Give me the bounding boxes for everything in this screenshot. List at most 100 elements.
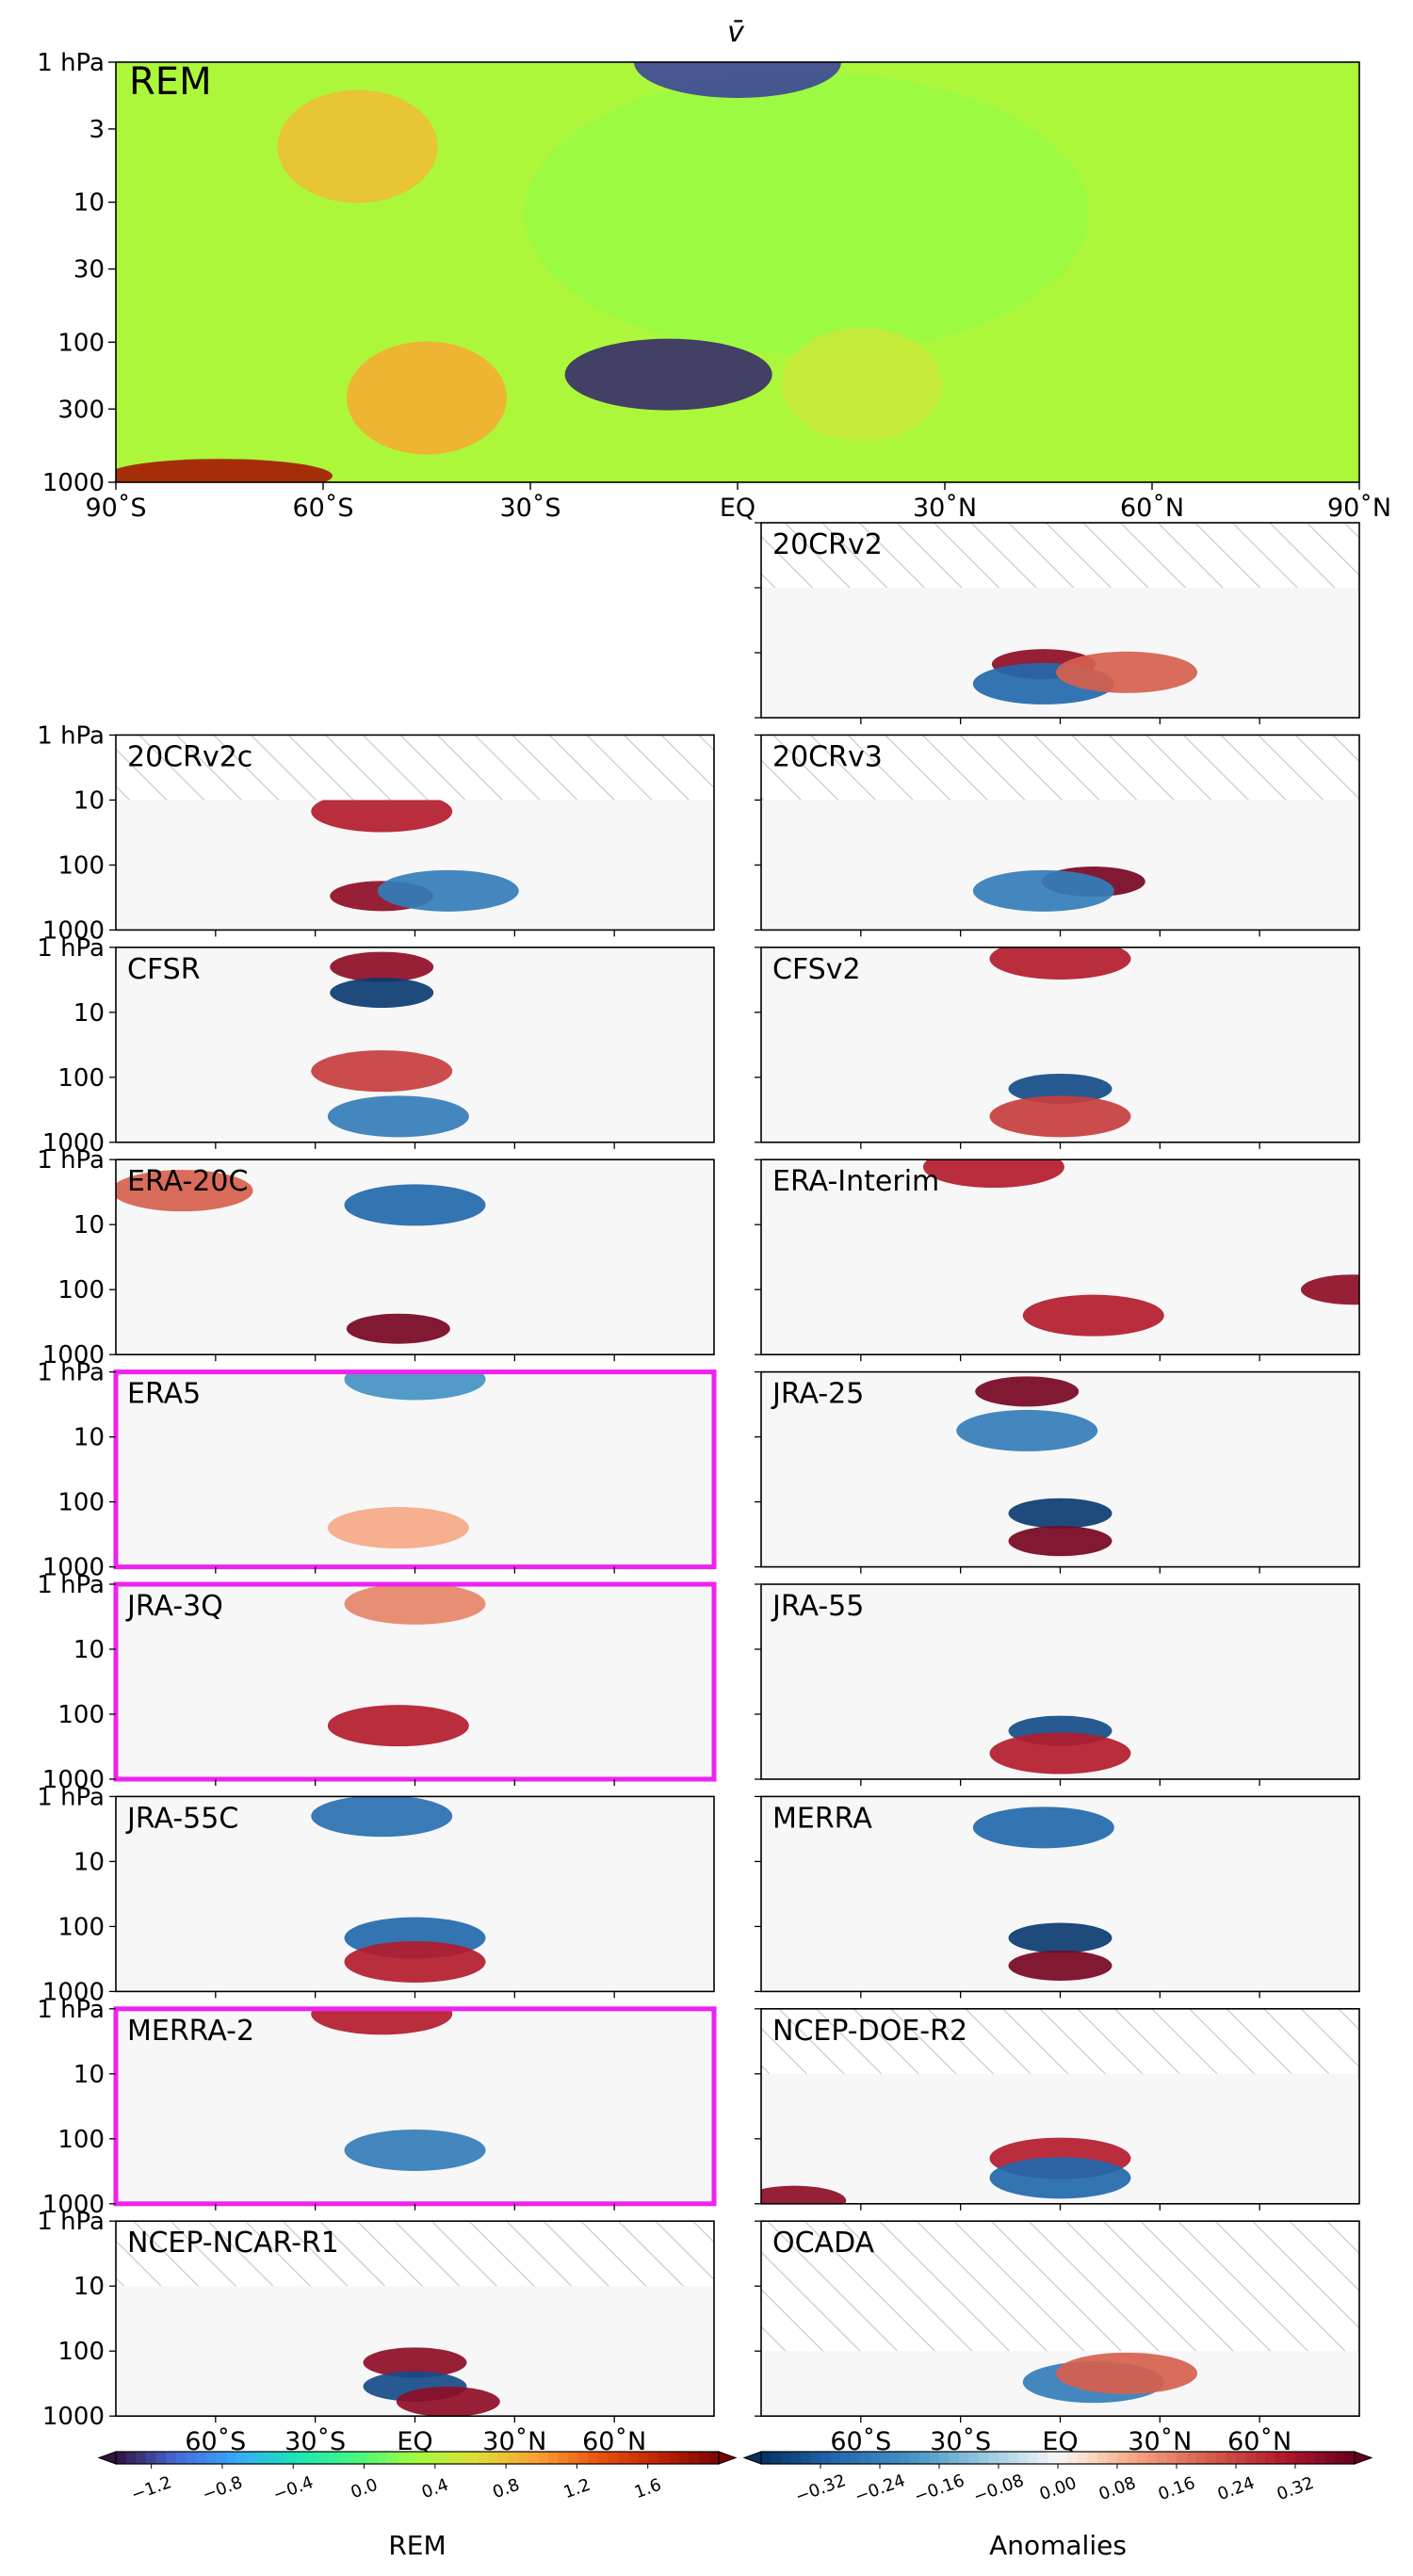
- colorbar-swatch: [1335, 2452, 1346, 2464]
- figure-title: v̄: [727, 16, 745, 49]
- panel-feature-2: [1300, 1274, 1359, 1305]
- rem-xtick-label: EQ: [720, 494, 755, 523]
- panel-missing-hatch: [761, 2008, 1359, 2074]
- colorbar-swatch: [1087, 2452, 1098, 2464]
- colorbar-swatch: [276, 2452, 287, 2464]
- rem-feature-4: [116, 459, 333, 482]
- panel-missing-hatch: [116, 2221, 714, 2287]
- panel-merra-2: MERRA-2 1 hPa 10 100 1000: [37, 1996, 717, 2219]
- colorbar-tick-label: 1.6: [632, 2475, 664, 2503]
- colorbar-swatch: [598, 2452, 609, 2464]
- panel-ytick-label: 10: [73, 786, 105, 815]
- colorbar-swatch: [538, 2452, 549, 2464]
- colorbar-swatch: [1206, 2452, 1217, 2464]
- colorbar-swatch: [1256, 2452, 1267, 2464]
- colorbar-swatch: [771, 2452, 782, 2464]
- colorbar-swatch: [781, 2452, 792, 2464]
- colorbar-swatch: [226, 2452, 237, 2464]
- panel-field: [116, 1371, 714, 1567]
- panel-ytick-label: 10: [73, 999, 105, 1028]
- panel-feature-1: [346, 1313, 450, 1344]
- rem-ytick-label: 100: [57, 329, 105, 357]
- colorbar-swatch: [256, 2452, 268, 2464]
- panel-field: [761, 1796, 1359, 1992]
- panel-field: [761, 2221, 1359, 2417]
- colorbar-swatch: [286, 2452, 298, 2464]
- panel-cfsr: CFSR 1 hPa 10 100 1000: [37, 934, 715, 1158]
- panel-field: [761, 523, 1359, 718]
- colorbar-swatch: [487, 2452, 498, 2464]
- colorbar-swatch: [206, 2452, 218, 2464]
- colorbars: −1.2 −0.8 −0.4 0.0 0.4 0.8 1.2 1.6 REM −0.32 −0.24…: [97, 2451, 1373, 2561]
- colorbar-tick-label: −0.32: [793, 2471, 849, 2507]
- panel-field: [116, 1584, 714, 1779]
- colorbar-swatch: [186, 2452, 197, 2464]
- colorbar-swatch: [608, 2452, 619, 2464]
- colorbar-swatch: [336, 2452, 348, 2464]
- panel-feature-2: [116, 1170, 253, 1212]
- rem-ytick-label: 10: [73, 189, 105, 218]
- panel-ytick-label: 10: [73, 1848, 105, 1876]
- colorbar-swatch: [801, 2452, 812, 2464]
- colorbar-swatch: [850, 2452, 861, 2464]
- panel-feature-2: [989, 1095, 1131, 1138]
- panel-jra-25: JRA-25: [755, 1370, 1360, 1574]
- colorbar-swatch: [638, 2452, 649, 2464]
- colorbar-tick-label: −0.16: [912, 2471, 967, 2507]
- panel-label: JRA-25: [771, 1378, 864, 1411]
- colorbar-swatch: [919, 2452, 931, 2464]
- panel-missing-hatch: [761, 523, 1359, 588]
- colorbar-swatch: [297, 2452, 308, 2464]
- colorbar-swatch: [125, 2452, 137, 2464]
- panel-missing-hatch: [116, 735, 714, 801]
- colorbar-swatch: [1146, 2452, 1158, 2464]
- colorbar-swatch: [860, 2452, 871, 2464]
- panel-ytick-label: 1 hPa: [37, 721, 105, 750]
- colorbar-swatch: [136, 2452, 147, 2464]
- colorbar-swatch: [447, 2452, 459, 2464]
- rem-xtick-label: 60˚S: [293, 494, 354, 523]
- rem-xtick-label: 30˚N: [913, 494, 977, 523]
- colorbar-swatch: [1008, 2452, 1019, 2464]
- panel-ytick-label: 1 hPa: [37, 934, 105, 963]
- colorbar-swatch: [588, 2452, 599, 2464]
- panel-feature-0: [363, 2347, 467, 2378]
- panel-label: JRA-55: [771, 1590, 864, 1623]
- rem-feature-1: [277, 89, 438, 203]
- colorbar-swatch: [1295, 2452, 1307, 2464]
- panel-feature-1: [327, 1705, 469, 1747]
- colorbar-swatch: [437, 2452, 448, 2464]
- colorbar-swatch: [347, 2452, 358, 2464]
- panel-era5: ERA5 1 hPa 10 100 1000: [37, 1359, 717, 1582]
- colorbar-swatch: [830, 2452, 841, 2464]
- colorbar-swatch: [327, 2452, 338, 2464]
- panel-ytick-label: 100: [57, 1064, 105, 1093]
- colorbar-swatch: [196, 2452, 207, 2464]
- panel-label: JRA-3Q: [125, 1590, 223, 1623]
- panel-label: OCADA: [772, 2227, 875, 2260]
- colorbar-tick-label: 0.4: [419, 2475, 451, 2503]
- panel-feature-0: [330, 951, 434, 982]
- panel-field: [761, 947, 1359, 1142]
- rem-feature-5: [634, 62, 841, 98]
- colorbar-swatch: [909, 2452, 920, 2464]
- panel-field: [116, 735, 714, 931]
- panel-ytick-label: 1 hPa: [37, 1996, 105, 2024]
- colorbar-swatch: [708, 2452, 720, 2464]
- colorbar-extend-high: [1354, 2451, 1373, 2465]
- panel-feature-1: [956, 1409, 1098, 1451]
- colorbar-swatch: [1078, 2452, 1089, 2464]
- panel-missing-hatch: [761, 735, 1359, 801]
- panel-label: ERA-20C: [127, 1165, 248, 1198]
- panel-field: [761, 2008, 1359, 2204]
- panel-ytick-label: 1000: [42, 1766, 105, 1794]
- rem-fields: [116, 62, 1090, 482]
- colorbar-swatch: [267, 2452, 278, 2464]
- colorbar-swatch: [1305, 2452, 1316, 2464]
- panel-feature-3: [1008, 1526, 1113, 1557]
- colorbar-tick-label: 0.0: [349, 2475, 381, 2503]
- colorbar-swatch: [166, 2452, 177, 2464]
- colorbar-swatch: [968, 2452, 980, 2464]
